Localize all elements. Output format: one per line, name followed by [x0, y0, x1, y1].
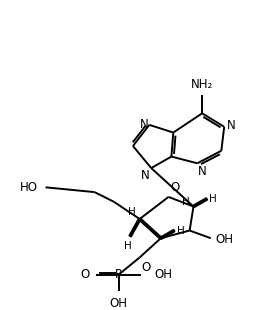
Text: OH: OH [216, 233, 234, 246]
Text: O: O [81, 268, 90, 281]
Text: H: H [128, 207, 136, 217]
Text: OH: OH [110, 297, 128, 310]
Text: N: N [227, 119, 236, 132]
Text: OH: OH [154, 268, 172, 281]
Text: O: O [171, 181, 180, 194]
Text: NH₂: NH₂ [191, 78, 213, 91]
Polygon shape [139, 218, 162, 239]
Polygon shape [160, 229, 175, 239]
Text: P: P [115, 268, 122, 281]
Text: H: H [177, 226, 185, 236]
Text: H: H [124, 241, 132, 251]
Text: H: H [182, 197, 190, 207]
Text: O: O [142, 261, 151, 274]
Text: N: N [140, 118, 148, 131]
Text: HO: HO [20, 181, 38, 194]
Text: N: N [198, 165, 207, 178]
Text: H: H [209, 194, 216, 204]
Polygon shape [129, 219, 141, 237]
Text: N: N [140, 169, 149, 182]
Polygon shape [193, 198, 208, 208]
